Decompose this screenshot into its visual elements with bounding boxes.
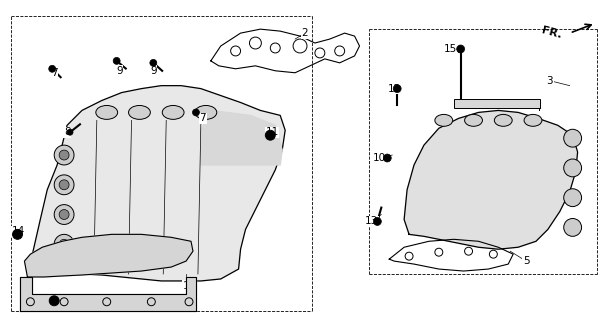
- Ellipse shape: [495, 114, 512, 126]
- Text: 7: 7: [200, 113, 206, 124]
- Circle shape: [59, 210, 69, 220]
- Text: 8: 8: [64, 127, 71, 137]
- Polygon shape: [404, 110, 577, 249]
- Polygon shape: [24, 234, 193, 277]
- Circle shape: [564, 219, 582, 236]
- Circle shape: [266, 130, 275, 140]
- Ellipse shape: [195, 106, 217, 119]
- Text: 6: 6: [86, 244, 93, 254]
- Circle shape: [150, 60, 157, 66]
- Text: 16: 16: [44, 299, 57, 309]
- Text: 9: 9: [116, 66, 123, 76]
- Circle shape: [457, 45, 465, 53]
- Text: FR.: FR.: [540, 26, 563, 41]
- Ellipse shape: [96, 106, 118, 119]
- Circle shape: [59, 239, 69, 249]
- Text: 14: 14: [12, 226, 25, 236]
- Circle shape: [383, 154, 391, 162]
- Ellipse shape: [128, 106, 150, 119]
- Circle shape: [564, 189, 582, 207]
- Circle shape: [373, 218, 381, 225]
- Circle shape: [59, 150, 69, 160]
- Polygon shape: [32, 86, 285, 281]
- Ellipse shape: [162, 106, 184, 119]
- Polygon shape: [454, 99, 540, 108]
- Ellipse shape: [524, 114, 542, 126]
- Text: 7: 7: [51, 68, 57, 78]
- Circle shape: [54, 145, 74, 165]
- Text: 15: 15: [444, 44, 457, 54]
- Circle shape: [113, 57, 120, 64]
- Polygon shape: [201, 110, 282, 165]
- Circle shape: [192, 109, 199, 116]
- Circle shape: [13, 229, 23, 239]
- Circle shape: [54, 204, 74, 224]
- Circle shape: [564, 159, 582, 177]
- Text: 10: 10: [373, 153, 386, 163]
- Circle shape: [49, 65, 55, 72]
- Circle shape: [54, 175, 74, 195]
- Ellipse shape: [465, 114, 482, 126]
- Circle shape: [59, 180, 69, 190]
- Circle shape: [67, 129, 73, 135]
- Polygon shape: [21, 277, 196, 311]
- Text: 5: 5: [523, 256, 529, 266]
- Circle shape: [393, 85, 401, 92]
- Text: 13: 13: [365, 216, 378, 227]
- Circle shape: [49, 296, 59, 306]
- Text: 9: 9: [150, 66, 157, 76]
- Circle shape: [54, 234, 74, 254]
- Text: 3: 3: [546, 76, 553, 86]
- Circle shape: [564, 129, 582, 147]
- Ellipse shape: [435, 114, 452, 126]
- Text: 4: 4: [535, 103, 541, 114]
- Text: 12: 12: [387, 84, 401, 94]
- Text: 2: 2: [301, 28, 308, 38]
- Text: 1: 1: [183, 281, 189, 291]
- Text: 11: 11: [266, 127, 279, 137]
